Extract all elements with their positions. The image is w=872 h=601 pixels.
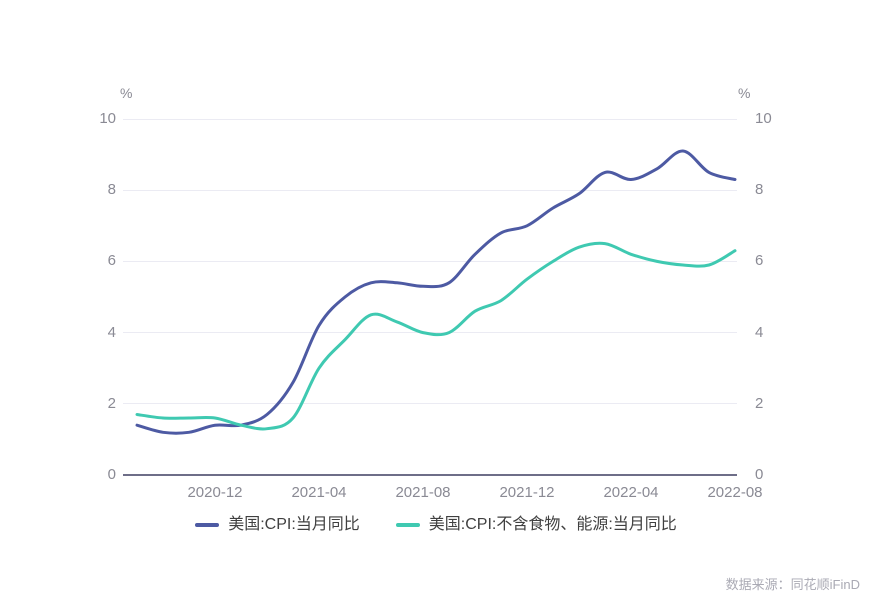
x-tick-label-2022-08: 2022-08 [707, 484, 763, 501]
y-tick-label-right-2: 2 [755, 394, 764, 412]
x-axis-line [123, 474, 737, 476]
core-cpi-yoy-line [135, 241, 737, 431]
y-tick-label-left-0: 0 [107, 466, 116, 483]
legend-swatch-cpi [195, 523, 220, 527]
y-tick-label-left-10: 10 [99, 110, 116, 127]
y-tick-label-left-2: 2 [107, 394, 116, 412]
gridline-10 [123, 118, 737, 120]
y-tick-label-right-6: 6 [755, 252, 764, 270]
legend-item-cpi[interactable]: 美国:CPI:当月同比 [195, 514, 360, 536]
y-tick-label-left-8: 8 [107, 181, 116, 199]
chart-legend: 美国:CPI:当月同比 美国:CPI:不含食物、能源:当月同比 [0, 514, 872, 536]
x-tick-label-2021-12: 2021-12 [499, 484, 555, 501]
y-axis-unit-right: % [738, 85, 751, 101]
y-axis-unit-left: % [120, 85, 133, 101]
y-tick-label-right-4: 4 [755, 323, 764, 341]
legend-label-cpi: 美国:CPI:当月同比 [228, 516, 360, 533]
cpi-yoy-line [135, 149, 737, 435]
y-tick-label-right-10: 10 [755, 110, 772, 127]
gridline-8 [123, 189, 737, 191]
data-source-note: 数据来源：同花顺iFinD [725, 577, 860, 592]
y-tick-label-right-0: 0 [755, 466, 764, 483]
x-tick-label-2022-04: 2022-04 [603, 484, 659, 501]
x-tick-label-2020-12: 2020-12 [187, 484, 243, 501]
y-tick-label-left-4: 4 [107, 323, 116, 341]
y-tick-label-left-6: 6 [107, 252, 116, 270]
y-tick-label-right-8: 8 [755, 181, 764, 199]
legend-item-core-cpi[interactable]: 美国:CPI:不含食物、能源:当月同比 [395, 514, 677, 536]
legend-swatch-core-cpi [395, 523, 420, 527]
legend-label-core-cpi: 美国:CPI:不含食物、能源:当月同比 [428, 516, 677, 533]
gridline-2 [123, 403, 737, 405]
x-tick-label-2021-04: 2021-04 [291, 484, 347, 501]
x-tick-label-2021-08: 2021-08 [395, 484, 451, 501]
gridline-6 [123, 260, 737, 262]
